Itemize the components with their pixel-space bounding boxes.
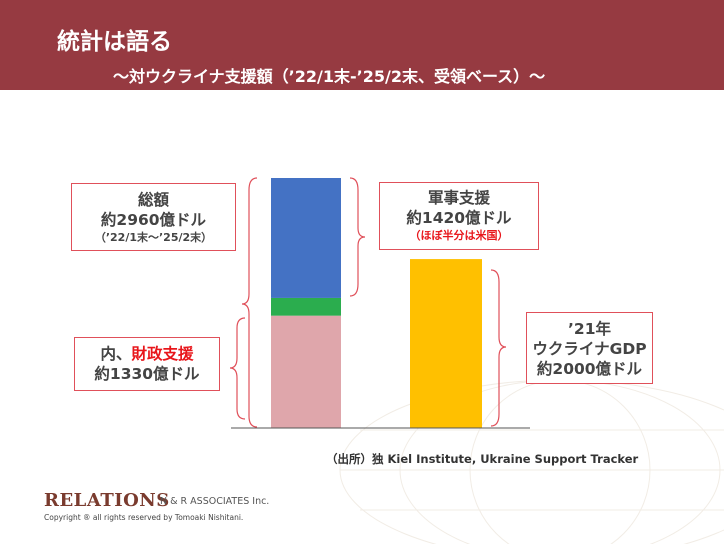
financial-label-box: 内、財政支援 約1330億ドル: [74, 337, 220, 391]
total-label-title: 総額: [137, 191, 169, 209]
gdp-label-year: ’21年: [568, 320, 611, 338]
source-note: （出所）独 Kiel Institute, Ukraine Support Tr…: [326, 452, 639, 466]
financial-label-prefix: 内、: [100, 345, 132, 363]
brace-military: [349, 177, 366, 297]
bar-segment-financial: [271, 315, 341, 428]
gdp-label-value: 約2000億ドル: [536, 360, 643, 378]
bar-segment-military: [271, 178, 341, 298]
company-logo-subtitle: N & R ASSOCIATES Inc.: [160, 496, 270, 507]
total-label-value: 約2960億ドル: [100, 211, 207, 229]
page-title: 統計は語る: [57, 29, 172, 55]
total-label-box: 総額 約2960億ドル （’22/1末～’25/2末）: [71, 183, 236, 251]
financial-label-highlight: 財政支援: [131, 345, 194, 363]
page-subtitle: ～対ウクライナ支援額（’22/1末-’25/2末、受領ベース）～: [113, 67, 546, 86]
gdp-label-box: ’21年 ウクライナGDP 約2000億ドル: [526, 312, 653, 384]
total-label-period: （’22/1末～’25/2末）: [94, 231, 213, 244]
company-logo: RELATIONS: [44, 490, 170, 511]
bar-segment-humanitarian: [271, 297, 341, 316]
military-label-note: （ほぼ半分は米国）: [409, 229, 509, 242]
financial-label-value: 約1330億ドル: [94, 365, 200, 383]
gdp-label-title: ウクライナGDP: [532, 340, 647, 358]
military-label-value: 約1420億ドル: [406, 209, 512, 227]
military-label-box: 軍事支援 約1420億ドル （ほぼ半分は米国）: [379, 182, 539, 250]
copyright-text: Copyright ® all rights reserved by Tomoa…: [44, 513, 244, 522]
brace-financial: [229, 317, 246, 420]
brace-total: [241, 177, 258, 428]
military-label-title: 軍事支援: [427, 189, 490, 207]
header-banner: 統計は語る ～対ウクライナ支援額（’22/1末-’25/2末、受領ベース）～: [0, 0, 724, 90]
financial-label-title: 内、財政支援: [75, 344, 219, 364]
bar-segment-gdp: [410, 259, 482, 428]
brace-gdp: [490, 269, 507, 427]
